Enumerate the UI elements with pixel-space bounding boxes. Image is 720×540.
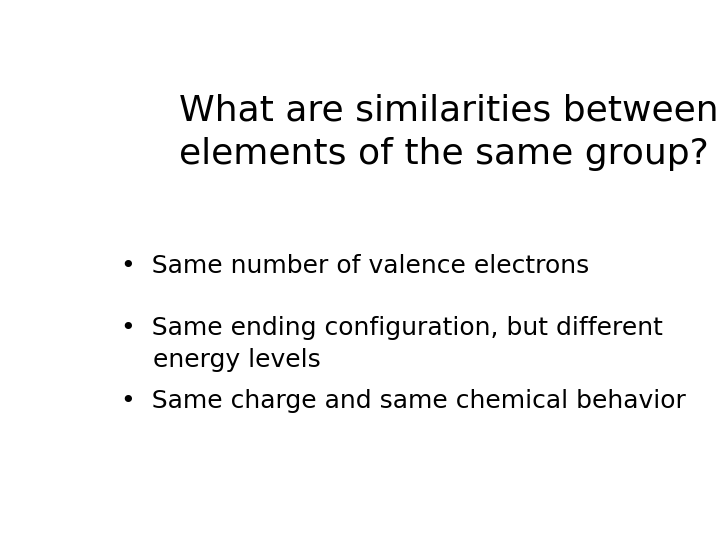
- Text: •  Same number of valence electrons: • Same number of valence electrons: [121, 254, 589, 278]
- Text: •  Same ending configuration, but different
    energy levels: • Same ending configuration, but differe…: [121, 316, 662, 372]
- Text: •  Same charge and same chemical behavior: • Same charge and same chemical behavior: [121, 389, 685, 413]
- Text: What are similarities between
elements of the same group?: What are similarities between elements o…: [179, 94, 719, 171]
